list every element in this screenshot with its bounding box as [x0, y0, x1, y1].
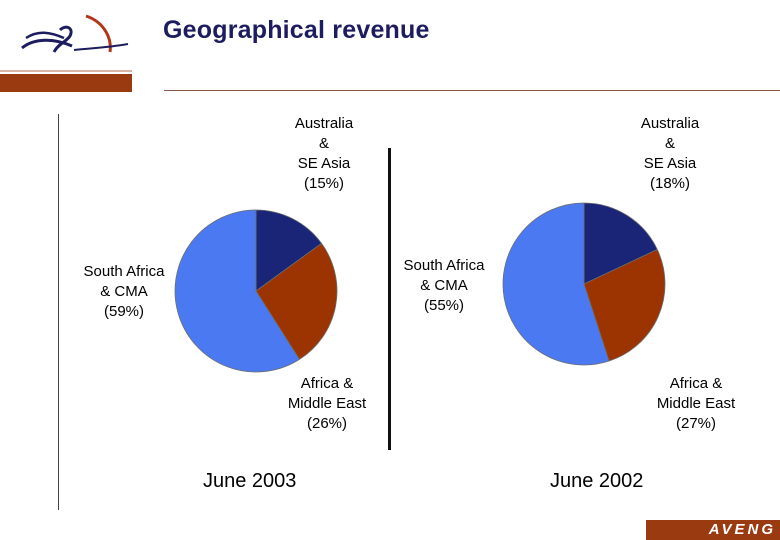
pie-slice-south-africa-cma: [502, 202, 610, 366]
footer-brand-logo: AVENG: [708, 521, 776, 538]
header-rule: [164, 90, 780, 91]
pie-slice-africa-middle-east: [255, 242, 338, 360]
pie-slice-australia-se-asia: [255, 209, 323, 292]
pie-slice-south-africa-cma: [174, 209, 300, 373]
logo-accent-line: [0, 70, 132, 72]
pie-slice-africa-middle-east: [583, 248, 666, 362]
pie-june-2003: [174, 209, 338, 373]
pie-slice-australia-se-asia: [583, 202, 658, 285]
logo-accent-bar: [0, 74, 132, 92]
pie-june-2002: [502, 202, 666, 366]
company-logo: [21, 14, 129, 53]
slice-label-africa-me-2002: Africa & Middle East (27%): [656, 375, 736, 432]
page-title: Geographical revenue: [163, 16, 430, 44]
left-margin-rule: [58, 114, 59, 510]
slice-label-south-africa-2003: South Africa & CMA (59%): [83, 263, 165, 320]
chart-divider: [388, 148, 391, 450]
slice-label-africa-me-2003: Africa & Middle East (26%): [287, 375, 367, 432]
period-label-2003: June 2003: [203, 470, 297, 492]
footer-brand-bar: [646, 520, 780, 540]
period-label-2002: June 2002: [550, 470, 644, 492]
slice-label-australia-2002: Australia & SE Asia (18%): [640, 115, 700, 192]
slice-label-south-africa-2002: South Africa & CMA (55%): [403, 257, 485, 314]
slice-label-australia-2003: Australia & SE Asia (15%): [294, 115, 354, 192]
